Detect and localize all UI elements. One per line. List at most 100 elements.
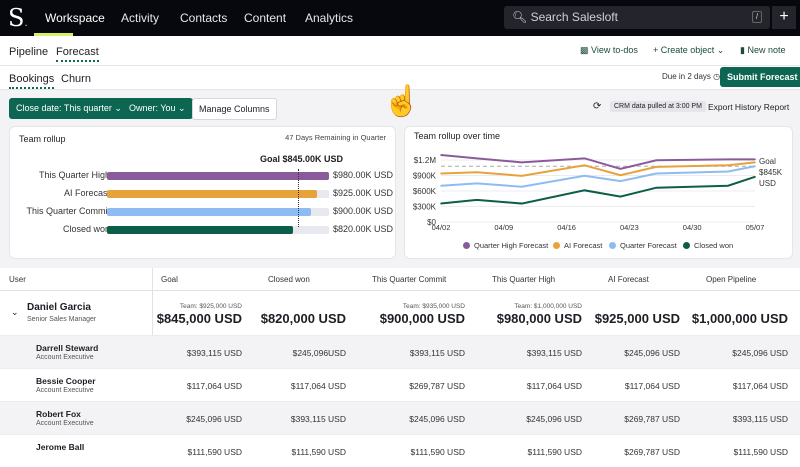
table-row[interactable]: Robert Fox Account Executive $245,096 USD… — [0, 401, 800, 434]
bar-label: This Quarter Commit — [26, 206, 110, 216]
team-total: Team: $925,000 USD — [179, 303, 242, 310]
salesloft-logo[interactable]: S. — [8, 4, 28, 32]
tab-churn[interactable]: Churn — [61, 73, 91, 85]
y-tick-label: $600K — [413, 187, 437, 196]
submit-forecast-button[interactable]: Submit Forecast — [720, 67, 800, 87]
rollup-over-time-card: Team rollup over time $0 $300K $600K $900K $… — [404, 126, 793, 259]
cell-value: $111,590 USD — [410, 447, 466, 457]
data-point — [727, 164, 729, 167]
y-tick-label: $0 — [427, 218, 436, 227]
search-icon: 🔍︎ — [512, 10, 528, 24]
header-high[interactable]: This Quarter High — [492, 275, 556, 284]
rollup-title: Team rollup — [19, 134, 66, 144]
top-nav-bar: S. Workspace Activity Contacts Content A… — [0, 0, 800, 36]
manage-columns-button[interactable]: Manage Columns — [192, 98, 277, 120]
header-open-pipeline[interactable]: Open Pipeline — [706, 275, 757, 284]
header-commit[interactable]: This Quarter Commit — [372, 275, 447, 284]
cell-value: $117,064 USD — [186, 381, 242, 391]
x-tick-label: 04/30 — [683, 223, 702, 232]
manager-row[interactable]: ⌄ Daniel Garcia Senior Sales Manager Team… — [0, 290, 800, 335]
data-point — [655, 186, 658, 189]
rep-role: Account Executive — [36, 420, 94, 427]
data-point — [727, 170, 729, 173]
data-point — [655, 166, 658, 168]
nav-analytics[interactable]: Analytics — [305, 11, 354, 25]
view-todos-link[interactable]: ▩ View to-dos — [580, 45, 638, 55]
table-row[interactable]: Jerome Ball $111,590 USD $111,590 USD $111… — [0, 434, 800, 467]
refresh-icon[interactable]: ⟳ — [593, 101, 602, 112]
bar-track — [107, 172, 329, 180]
header-ai-forecast[interactable]: AI Forecast — [608, 275, 649, 284]
data-point — [476, 199, 478, 201]
series-line-closed-won — [440, 175, 756, 205]
expand-chevron-icon[interactable]: ⌄ — [11, 307, 19, 317]
create-object-dropdown[interactable]: + Create object ⌄ — [653, 45, 725, 55]
data-point — [583, 164, 586, 167]
add-button[interactable]: + — [772, 6, 796, 29]
goal-line-label: Goal — [759, 157, 776, 166]
cell-value: $393,115 USD — [290, 414, 346, 424]
goal-marker — [298, 169, 300, 227]
data-point — [440, 184, 442, 187]
nav-workspace[interactable]: Workspace — [45, 11, 105, 25]
tab-pipeline[interactable]: Pipeline — [9, 46, 49, 58]
manager-value: $845,000 USD — [156, 311, 242, 326]
search-input[interactable]: 🔍︎ Search Salesloft / — [504, 6, 770, 29]
close-date-filter[interactable]: Close date: This quarter ⌄ — [9, 98, 129, 119]
y-tick-label: $300K — [413, 203, 437, 212]
manager-role: Senior Sales Manager — [27, 316, 97, 323]
data-point — [619, 180, 622, 182]
bar-label: AI Forecast — [63, 188, 110, 198]
x-tick-label: 04/09 — [494, 223, 513, 232]
due-text: Due in 2 days ◷ — [662, 72, 721, 81]
nav-contacts[interactable]: Contacts — [180, 11, 228, 25]
header-goal[interactable]: Goal — [161, 275, 178, 284]
cell-value: $117,064 USD — [526, 381, 582, 391]
tab-bookings[interactable]: Bookings — [9, 73, 55, 89]
y-tick-label: $900K — [413, 172, 437, 181]
search-shortcut: / — [752, 11, 762, 23]
cell-value: $245,096 USD — [526, 414, 582, 424]
clock-icon: ◷ — [713, 72, 721, 81]
cell-value: $245,096USD — [292, 348, 346, 358]
table-row[interactable]: Darrell Steward Account Executive $393,11… — [0, 335, 800, 368]
data-point — [520, 161, 523, 164]
bar-0 — [107, 172, 329, 180]
tab-forecast[interactable]: Forecast — [56, 46, 99, 62]
crm-status: CRM data pulled at 3:00 PM — [610, 101, 706, 112]
header-closed-won[interactable]: Closed won — [268, 275, 310, 284]
cell-value: $269,787 USD — [409, 381, 465, 391]
series-line-quarter-high-forecast — [440, 154, 755, 170]
cell-value: $245,096 USD — [409, 414, 465, 424]
team-rollup-card: Team rollup 47 Days Remaining in Quarter… — [9, 126, 396, 259]
cell-value: $117,064 USD — [290, 381, 346, 391]
rep-role: Account Executive — [36, 354, 94, 361]
cell-value: $393,115 USD — [732, 414, 788, 424]
rep-name: Darrell Steward — [36, 343, 99, 353]
bar-2 — [107, 208, 311, 216]
nav-activity[interactable]: Activity — [121, 11, 160, 25]
table-row[interactable]: Bessie Cooper Account Executive $117,064 … — [0, 368, 800, 401]
rep-name: Robert Fox — [36, 409, 81, 419]
series-line-quarter-forecast — [440, 165, 756, 188]
manager-value: $1,000,000 USD — [691, 311, 788, 326]
hand-cursor-icon: ☝ — [383, 85, 421, 118]
data-point — [655, 159, 658, 162]
nav-content[interactable]: Content — [244, 11, 287, 25]
manager-value: $900,000 USD — [379, 311, 465, 326]
cell-value: $111,590 USD — [187, 447, 243, 457]
export-history-link[interactable]: Export History Report — [708, 102, 790, 112]
bar-value: $925.00K USD — [333, 188, 394, 198]
data-point — [754, 158, 756, 161]
data-point — [583, 157, 586, 160]
days-remaining: 47 Days Remaining in Quarter — [285, 133, 386, 142]
manager-value: $980,000 USD — [496, 311, 582, 326]
team-total: Team: $935,000 USD — [402, 303, 465, 310]
new-note-link[interactable]: ▮ New note — [740, 45, 786, 55]
bar-track — [107, 208, 329, 216]
owner-filter[interactable]: Owner: You ⌄ — [122, 98, 193, 119]
data-point — [440, 202, 442, 205]
data-point — [440, 154, 442, 156]
header-user[interactable]: User — [9, 275, 26, 284]
series-line-ai-forecast — [440, 161, 756, 177]
